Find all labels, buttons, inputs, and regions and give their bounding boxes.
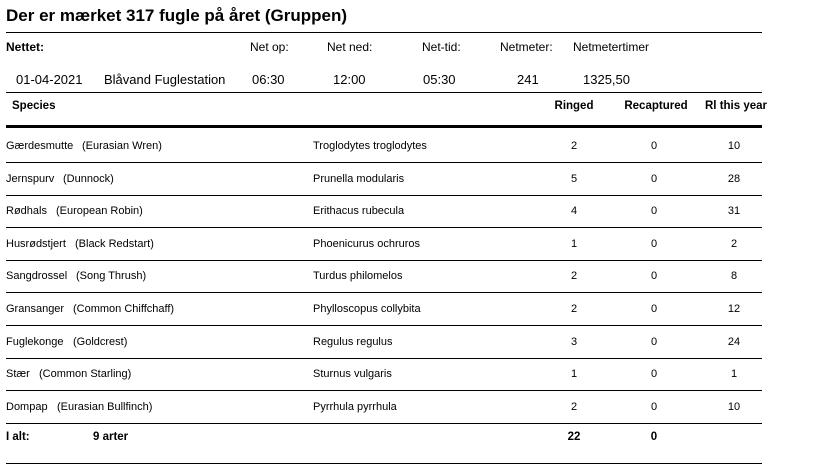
net-divider bbox=[6, 92, 762, 93]
recaptured-count: 0 bbox=[650, 303, 658, 315]
species-latin: Prunella modularis bbox=[313, 172, 405, 185]
net-op-label: Net op: bbox=[250, 40, 289, 54]
table-row: Gransanger (Common Chiffchaff) Phylloscopu… bbox=[0, 294, 824, 326]
species-latin: Turdus philomelos bbox=[313, 270, 403, 283]
totals-arter: 9 arter bbox=[93, 431, 129, 443]
table-row: Stær (Common Starling) Sturnus vulgaris 1 0 1 bbox=[0, 359, 824, 392]
species-latin: Erithacus rubecula bbox=[313, 205, 405, 218]
net-ned-label: Net ned: bbox=[327, 40, 373, 54]
ri-this-year-count: 12 bbox=[727, 303, 741, 315]
bottom-divider bbox=[6, 463, 762, 464]
row-divider bbox=[6, 357, 762, 359]
row-divider bbox=[6, 259, 762, 261]
species-english: (Dunnock) bbox=[63, 172, 114, 185]
species-english: (Song Thrush) bbox=[76, 270, 147, 283]
species-latin: Sturnus vulgaris bbox=[313, 368, 392, 381]
recaptured-count: 0 bbox=[650, 237, 658, 250]
col-recaptured: Recaptured bbox=[624, 100, 688, 112]
net-ned-value: 12:00 bbox=[333, 72, 366, 87]
species-danish: Stær bbox=[6, 368, 30, 381]
ri-this-year-count: 2 bbox=[730, 237, 738, 250]
ringed-count: 2 bbox=[570, 303, 578, 315]
species-english: (Common Starling) bbox=[39, 368, 132, 381]
totals-ringed: 22 bbox=[567, 431, 581, 443]
netmeter-value: 241 bbox=[517, 72, 539, 87]
row-divider bbox=[6, 162, 762, 163]
table-row: Jernspurv (Dunnock) Prunella modularis 5 0 28 bbox=[0, 164, 824, 196]
net-date: 01-04-2021 bbox=[16, 72, 83, 87]
net-tid-value: 05:30 bbox=[423, 72, 456, 87]
species-english: (Goldcrest) bbox=[73, 335, 128, 348]
ringed-count: 1 bbox=[570, 368, 578, 381]
species-danish: Gransanger bbox=[6, 303, 65, 315]
recaptured-count: 0 bbox=[650, 270, 658, 283]
species-latin: Troglodytes troglodytes bbox=[313, 140, 427, 152]
table-row: Sangdrossel (Song Thrush) Turdus philomelo… bbox=[0, 261, 824, 294]
net-op-value: 06:30 bbox=[252, 72, 285, 87]
col-species: Species bbox=[12, 100, 56, 112]
table-row: Husrødstjert (Black Redstart) Phoenicurus … bbox=[0, 229, 824, 261]
species-danish: Fuglekonge bbox=[6, 335, 64, 348]
ringed-count: 4 bbox=[570, 205, 578, 218]
title-divider bbox=[6, 32, 762, 33]
species-latin: Phoenicurus ochruros bbox=[313, 237, 421, 250]
species-danish: Dompap bbox=[6, 400, 48, 413]
ri-this-year-count: 24 bbox=[727, 335, 741, 348]
species-danish: Jernspurv bbox=[6, 172, 55, 185]
species-latin: Pyrrhula pyrrhula bbox=[313, 400, 397, 413]
net-tid-label: Net-tid: bbox=[422, 40, 461, 54]
species-english: (Eurasian Wren) bbox=[82, 140, 162, 152]
species-english: (Black Redstart) bbox=[75, 237, 154, 250]
col-ringed: Ringed bbox=[554, 100, 594, 112]
species-english: (Eurasian Bullfinch) bbox=[57, 400, 153, 413]
ri-this-year-count: 28 bbox=[727, 172, 741, 185]
species-danish: Husrødstjert bbox=[6, 237, 66, 250]
ringed-count: 2 bbox=[570, 140, 578, 152]
table-row: Gærdesmutte (Eurasian Wren) Troglodytes tr… bbox=[0, 131, 824, 163]
species-danish: Sangdrossel bbox=[6, 270, 68, 283]
ri-this-year-count: 1 bbox=[730, 368, 738, 381]
recaptured-count: 0 bbox=[650, 368, 658, 381]
species-danish: Gærdesmutte bbox=[6, 140, 74, 152]
species-english: (Common Chiffchaff) bbox=[73, 303, 175, 315]
row-divider bbox=[6, 292, 762, 294]
species-danish: Rødhals bbox=[6, 205, 47, 218]
row-divider bbox=[6, 227, 762, 229]
totals-label: I alt: bbox=[6, 431, 30, 443]
row-divider bbox=[6, 194, 762, 196]
recaptured-count: 0 bbox=[650, 400, 658, 413]
ringed-count: 1 bbox=[570, 237, 578, 250]
totals-recaptured: 0 bbox=[650, 431, 658, 443]
netmeter-label: Netmeter: bbox=[500, 40, 553, 54]
ringed-count: 2 bbox=[570, 270, 578, 283]
header-thick-divider bbox=[6, 125, 762, 128]
row-divider bbox=[6, 422, 762, 424]
net-station: Blåvand Fuglestation bbox=[104, 72, 226, 87]
col-ri-this-year: Rl this year bbox=[705, 100, 767, 112]
net-section-label: Nettet: bbox=[6, 40, 44, 54]
ri-this-year-count: 8 bbox=[730, 270, 738, 283]
recaptured-count: 0 bbox=[650, 205, 658, 218]
report-title: Der er mærket 317 fugle på året (Gruppen… bbox=[6, 6, 348, 25]
netmetertimer-value: 1325,50 bbox=[583, 72, 630, 87]
ringed-count: 5 bbox=[570, 172, 578, 185]
recaptured-count: 0 bbox=[650, 140, 658, 152]
table-row: Dompap (Eurasian Bullfinch) Pyrrhula pyrrh… bbox=[0, 392, 824, 424]
ri-this-year-count: 10 bbox=[727, 140, 741, 152]
ri-this-year-count: 10 bbox=[727, 400, 741, 413]
ringed-count: 3 bbox=[570, 335, 578, 348]
ringed-count: 2 bbox=[570, 400, 578, 413]
species-latin: Regulus regulus bbox=[313, 335, 393, 348]
species-latin: Phylloscopus collybita bbox=[313, 303, 421, 315]
table-row: Fuglekonge (Goldcrest) Regulus regulus 3 0 24 bbox=[0, 327, 824, 359]
row-divider bbox=[6, 390, 762, 392]
recaptured-count: 0 bbox=[650, 172, 658, 185]
recaptured-count: 0 bbox=[650, 335, 658, 348]
species-english: (European Robin) bbox=[56, 205, 143, 218]
row-divider bbox=[6, 325, 762, 326]
ri-this-year-count: 31 bbox=[727, 205, 741, 218]
netmetertimer-label: Netmetertimer bbox=[573, 40, 650, 54]
table-row: Rødhals (European Robin) Erithacus rubecul… bbox=[0, 196, 824, 229]
